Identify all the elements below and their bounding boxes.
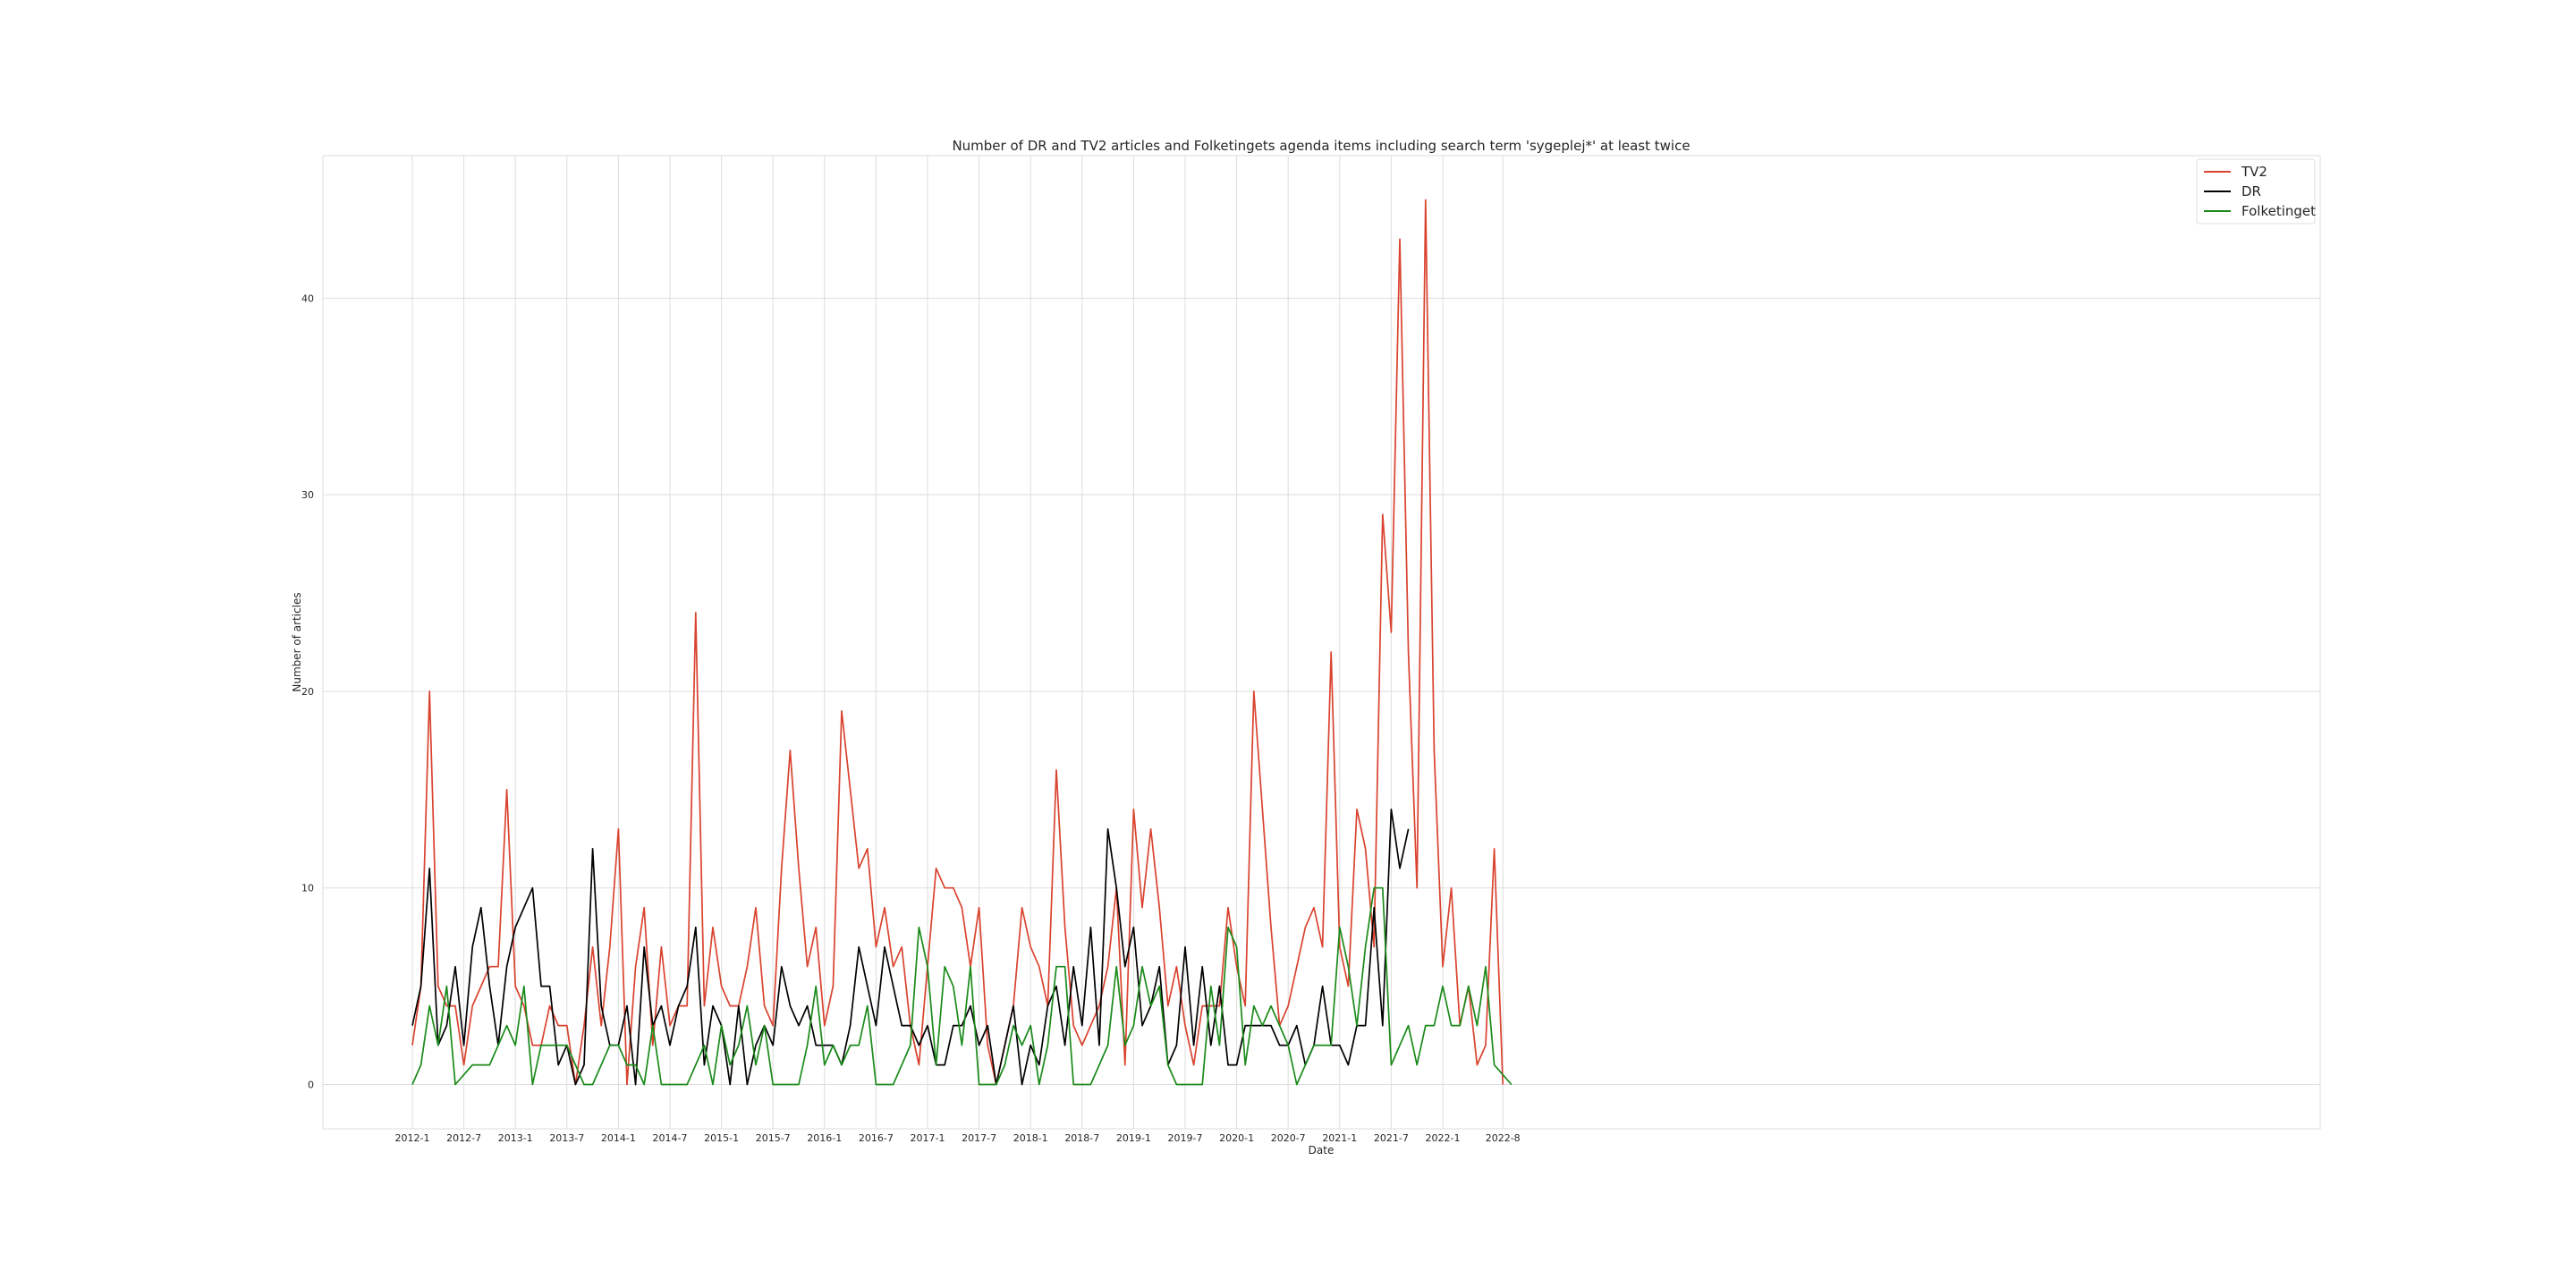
x-tick-label: 2017-1	[911, 1132, 945, 1144]
x-axis-label: Date	[1309, 1144, 1335, 1157]
x-tick-label: 2013-7	[549, 1132, 584, 1144]
x-tick-label: 2013-1	[498, 1132, 533, 1144]
series-line-dr	[411, 808, 1410, 1086]
chart-title: Number of DR and TV2 articles and Folket…	[952, 138, 1690, 154]
y-tick-label: 0	[308, 1080, 314, 1091]
x-tick-labels: 2012-1 2012-7 2013-1 2013-7 2014-1 2014-7 2015…	[395, 1132, 1521, 1144]
x-tick-label: 2014-1	[601, 1132, 636, 1144]
x-tick-label: 2019-1	[1116, 1132, 1151, 1144]
x-tick-label: 2021-7	[1374, 1132, 1409, 1144]
legend-label-tv2: TV2	[2241, 164, 2267, 180]
y-tick-label: 10	[301, 883, 314, 894]
y-tick-label: 30	[301, 489, 314, 501]
x-tick-label: 2019-7	[1168, 1132, 1203, 1144]
y-tick-label: 40	[301, 292, 314, 304]
series-layer	[411, 199, 1513, 1086]
x-tick-label: 2016-7	[859, 1132, 894, 1144]
legend-label-folketinget: Folketinget	[2241, 203, 2316, 219]
x-tick-label: 2020-1	[1219, 1132, 1254, 1144]
y-tick-labels: 0 10 20 30 40	[301, 292, 314, 1090]
x-tick-label: 2016-1	[807, 1132, 842, 1144]
x-tick-label: 2018-1	[1013, 1132, 1048, 1144]
x-tick-label: 2020-7	[1271, 1132, 1306, 1144]
y-axis-label: Number of articles	[291, 592, 303, 691]
legend: TV2 DR Folketinget	[2196, 158, 2316, 225]
y-tick-label: 20	[301, 686, 314, 698]
legend-items: TV2 DR Folketinget	[2204, 164, 2316, 219]
series-line-folketinget	[411, 886, 1513, 1086]
series-line-tv2	[411, 199, 1504, 1086]
x-tick-label: 2014-7	[653, 1132, 688, 1144]
x-tick-label: 2015-1	[704, 1132, 739, 1144]
x-tick-label: 2017-7	[962, 1132, 996, 1144]
grid-lines	[323, 156, 2320, 1129]
x-tick-label: 2012-1	[395, 1132, 430, 1144]
plot-frame	[322, 155, 2321, 1130]
x-tick-label: 2022-8	[1486, 1132, 1521, 1144]
x-tick-label: 2012-7	[446, 1132, 481, 1144]
legend-box	[2196, 158, 2316, 225]
x-tick-label: 2018-7	[1064, 1132, 1099, 1144]
legend-label-dr: DR	[2241, 183, 2261, 199]
x-tick-label: 2022-1	[1426, 1132, 1461, 1144]
x-tick-label: 2021-1	[1322, 1132, 1357, 1144]
x-tick-label: 2015-7	[756, 1132, 791, 1144]
